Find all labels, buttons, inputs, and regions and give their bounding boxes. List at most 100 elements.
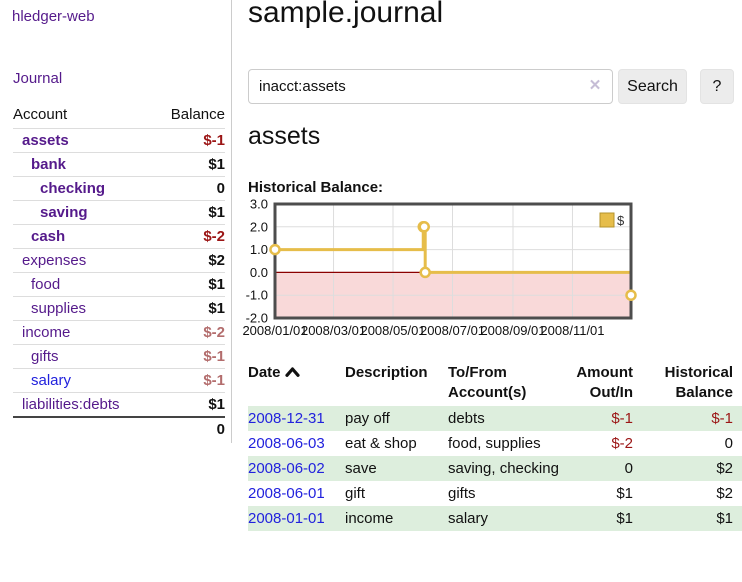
account-row: food $1 xyxy=(13,272,225,297)
sort-ascending-icon xyxy=(284,367,300,377)
search-button[interactable]: Search xyxy=(618,69,687,104)
account-row: bank $1 xyxy=(13,152,225,177)
svg-text:1.0: 1.0 xyxy=(250,242,268,257)
account-balance: $1 xyxy=(153,296,225,321)
account-link[interactable]: bank xyxy=(31,156,67,173)
transaction-row: 2008-12-31 pay off debts $-1 $-1 xyxy=(248,406,742,431)
accounts-header-balance: Balance xyxy=(170,106,225,123)
accounts-total-row: 0 xyxy=(13,416,225,441)
transaction-description: save xyxy=(345,460,377,477)
register-table: Date Description To/From Account(s) Amou… xyxy=(248,360,742,531)
register-header-date[interactable]: Date xyxy=(248,360,345,406)
posting-account: checking xyxy=(499,460,559,477)
clear-search-icon[interactable]: ✕ xyxy=(588,77,602,94)
transaction-row: 2008-06-01 gift gifts $1 $2 xyxy=(248,481,742,506)
accounts-total-spacer xyxy=(13,416,154,441)
transaction-date-link[interactable]: 2008-06-03 xyxy=(248,435,325,452)
account-link[interactable]: liabilities:debts xyxy=(22,396,120,413)
search-form: ✕ Search ? xyxy=(248,69,742,105)
account-balance: $-1 xyxy=(153,344,225,369)
svg-text:2008/01/01: 2008/01/01 xyxy=(242,323,307,338)
account-link[interactable]: income xyxy=(22,324,71,341)
sidebar: hledger-web Journal Account Balance asse… xyxy=(0,0,232,443)
transaction-amount: $1 xyxy=(616,510,633,527)
register-header-tofrom: To/From Account(s) xyxy=(448,364,527,401)
transaction-date-link[interactable]: 2008-01-01 xyxy=(248,510,325,527)
svg-text:$: $ xyxy=(617,213,625,228)
transaction-date-link[interactable]: 2008-12-31 xyxy=(248,410,325,427)
transaction-balance: $2 xyxy=(716,485,733,502)
transaction-amount: $-1 xyxy=(611,410,633,427)
account-row: saving $1 xyxy=(13,200,225,225)
account-balance: $1 xyxy=(153,152,225,177)
account-link[interactable]: supplies xyxy=(31,300,87,317)
posting-account: gifts xyxy=(448,485,476,502)
account-link[interactable]: checking xyxy=(40,180,106,197)
account-row: salary $-1 xyxy=(13,368,225,393)
transaction-accounts: food, supplies xyxy=(448,431,560,456)
accounts-header-account: Account xyxy=(13,106,68,123)
account-row: supplies $1 xyxy=(13,296,225,321)
svg-text:0.0: 0.0 xyxy=(250,265,268,280)
account-balance: $1 xyxy=(153,200,225,225)
account-row: cash $-2 xyxy=(13,224,225,249)
account-link[interactable]: salary xyxy=(31,372,72,389)
app-brand-link[interactable]: hledger-web xyxy=(12,8,95,25)
svg-text:-1.0: -1.0 xyxy=(246,288,268,303)
transaction-description: gift xyxy=(345,485,366,502)
sidebar-item-journal[interactable]: Journal xyxy=(13,70,63,87)
transaction-row: 2008-06-03 eat & shop food, supplies $-2 0 xyxy=(248,431,742,456)
register-header-amount: Amount Out/In xyxy=(576,364,633,401)
account-balance: 0 xyxy=(153,176,225,201)
account-row: checking 0 xyxy=(13,176,225,201)
svg-text:2008/07/01: 2008/07/01 xyxy=(420,323,485,338)
accounts-table-body: assets $-1 bank $1 checking 0 saving $1 cash $-2 e… xyxy=(13,128,225,417)
posting-account: food, xyxy=(448,435,482,452)
account-link[interactable]: assets xyxy=(22,132,69,149)
page-title: sample.journal xyxy=(248,0,444,29)
svg-text:2.0: 2.0 xyxy=(250,219,268,234)
transaction-row: 2008-06-02 save saving, checking 0 $2 xyxy=(248,456,742,481)
transaction-accounts: salary xyxy=(448,506,560,531)
transaction-balance: $1 xyxy=(716,510,733,527)
transaction-accounts: gifts xyxy=(448,481,560,506)
account-link[interactable]: food xyxy=(31,276,61,293)
account-row: income $-2 xyxy=(13,320,225,345)
transaction-balance: $-1 xyxy=(711,410,733,427)
posting-account: saving, xyxy=(448,460,496,477)
account-link[interactable]: cash xyxy=(31,228,66,245)
posting-account: supplies xyxy=(485,435,541,452)
accounts-total-value: 0 xyxy=(153,416,225,441)
transaction-date-link[interactable]: 2008-06-02 xyxy=(248,460,325,477)
historical-balance-chart: 3.0 2.0 1.0 0.0 -1.0 -2.02008/01/012008/03/01… xyxy=(242,197,637,338)
transaction-description: eat & shop xyxy=(345,435,417,452)
svg-text:2008/09/01: 2008/09/01 xyxy=(480,323,545,338)
transaction-accounts: saving, checking xyxy=(448,456,560,481)
account-balance: $-2 xyxy=(153,224,225,249)
account-row: expenses $2 xyxy=(13,248,225,273)
account-balance: $-1 xyxy=(153,368,225,393)
help-button[interactable]: ? xyxy=(700,69,734,104)
register-header-description: Description xyxy=(345,364,428,381)
svg-text:3.0: 3.0 xyxy=(250,197,268,212)
account-link[interactable]: gifts xyxy=(31,348,59,365)
transaction-amount: $-2 xyxy=(611,435,633,452)
account-link[interactable]: saving xyxy=(40,204,88,221)
account-balance: $1 xyxy=(153,392,225,417)
transaction-amount: $1 xyxy=(616,485,633,502)
svg-text:-2.0: -2.0 xyxy=(246,311,268,326)
svg-text:2008/03/01: 2008/03/01 xyxy=(301,323,366,338)
register-header-row: Date Description To/From Account(s) Amou… xyxy=(248,360,742,406)
chart-title: Historical Balance: xyxy=(248,179,384,196)
search-input[interactable] xyxy=(248,69,613,104)
transaction-row: 2008-01-01 income salary $1 $1 xyxy=(248,506,742,531)
account-row: assets $-1 xyxy=(13,128,225,153)
transaction-description: income xyxy=(345,510,394,527)
register-header-balance: Historical Balance xyxy=(664,364,733,401)
posting-account: salary xyxy=(448,510,489,527)
account-balance: $-1 xyxy=(153,128,225,153)
account-link[interactable]: expenses xyxy=(22,252,87,269)
account-row: gifts $-1 xyxy=(13,344,225,369)
transaction-date-link[interactable]: 2008-06-01 xyxy=(248,485,325,502)
account-balance: $1 xyxy=(153,272,225,297)
